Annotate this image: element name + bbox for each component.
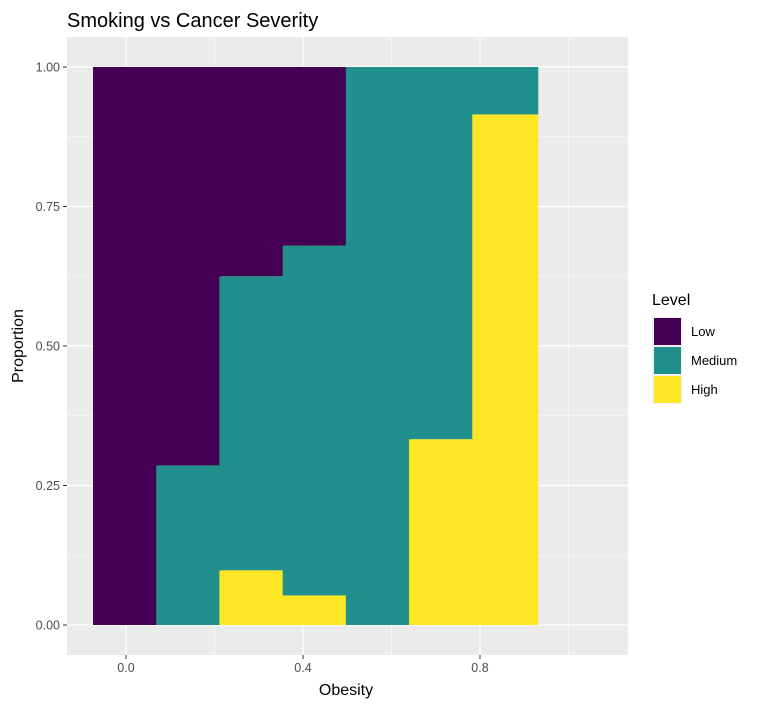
bar-segment-low — [93, 67, 159, 625]
x-axis: 0.0 0.4 0.8 — [117, 655, 489, 675]
bar-segment-high — [282, 595, 349, 625]
bar-segment-medium — [282, 245, 349, 596]
bar-segment-low — [156, 67, 223, 466]
bar-segment-medium — [409, 67, 476, 440]
y-tick-label: 1.00 — [36, 61, 60, 75]
legend-key-medium — [654, 347, 681, 374]
bar-segment-medium — [219, 276, 286, 571]
legend-label-medium: Medium — [691, 353, 737, 368]
y-tick-label: 0.50 — [36, 340, 60, 354]
y-axis: 0.00 0.25 0.50 0.75 1.00 — [36, 61, 67, 633]
y-axis-title: Proportion — [10, 309, 27, 383]
bar-segment-low — [219, 67, 286, 277]
bar-segment-medium — [472, 67, 539, 115]
bar-segment-high — [472, 114, 539, 626]
legend-key-high — [654, 376, 681, 403]
bar-segment-medium — [345, 67, 412, 625]
y-tick-label: 0.25 — [36, 479, 60, 493]
chart-title: Smoking vs Cancer Severity — [67, 10, 318, 32]
legend-title: Level — [652, 292, 690, 309]
legend-key-low — [654, 318, 681, 345]
x-tick-label: 0.0 — [117, 661, 134, 675]
legend-label-low: Low — [691, 324, 715, 339]
bar-segment-high — [409, 439, 476, 625]
legend: Level Low Medium High — [652, 292, 737, 404]
bars — [93, 67, 539, 626]
bar-segment-medium — [156, 465, 223, 625]
y-tick-label: 0.75 — [36, 200, 60, 214]
legend-label-high: High — [691, 382, 718, 397]
x-tick-label: 0.4 — [294, 661, 311, 675]
x-tick-label: 0.8 — [471, 661, 488, 675]
x-axis-title: Obesity — [319, 682, 373, 699]
bar-segment-high — [219, 570, 286, 625]
bar-segment-low — [282, 67, 349, 246]
y-tick-label: 0.00 — [36, 619, 60, 633]
